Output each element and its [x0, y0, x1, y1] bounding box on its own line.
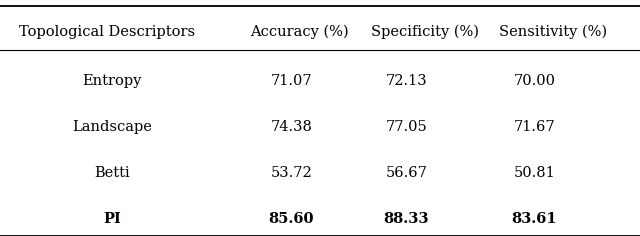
Text: Sensitivity (%): Sensitivity (%) — [499, 25, 607, 39]
Text: Landscape: Landscape — [72, 120, 152, 135]
Text: Accuracy (%): Accuracy (%) — [250, 25, 348, 39]
Text: 71.07: 71.07 — [270, 74, 312, 88]
Text: 74.38: 74.38 — [270, 120, 312, 135]
Text: 88.33: 88.33 — [383, 212, 429, 227]
Text: 53.72: 53.72 — [270, 166, 312, 181]
Text: 83.61: 83.61 — [511, 212, 557, 227]
Text: 70.00: 70.00 — [513, 74, 556, 88]
Text: 50.81: 50.81 — [513, 166, 556, 181]
Text: Specificity (%): Specificity (%) — [371, 25, 479, 39]
Text: 71.67: 71.67 — [513, 120, 556, 135]
Text: 77.05: 77.05 — [385, 120, 428, 135]
Text: Entropy: Entropy — [83, 74, 141, 88]
Text: 85.60: 85.60 — [268, 212, 314, 227]
Text: Betti: Betti — [94, 166, 130, 181]
Text: 72.13: 72.13 — [385, 74, 428, 88]
Text: 56.67: 56.67 — [385, 166, 428, 181]
Text: Topological Descriptors: Topological Descriptors — [19, 25, 195, 39]
Text: PI: PI — [103, 212, 121, 227]
